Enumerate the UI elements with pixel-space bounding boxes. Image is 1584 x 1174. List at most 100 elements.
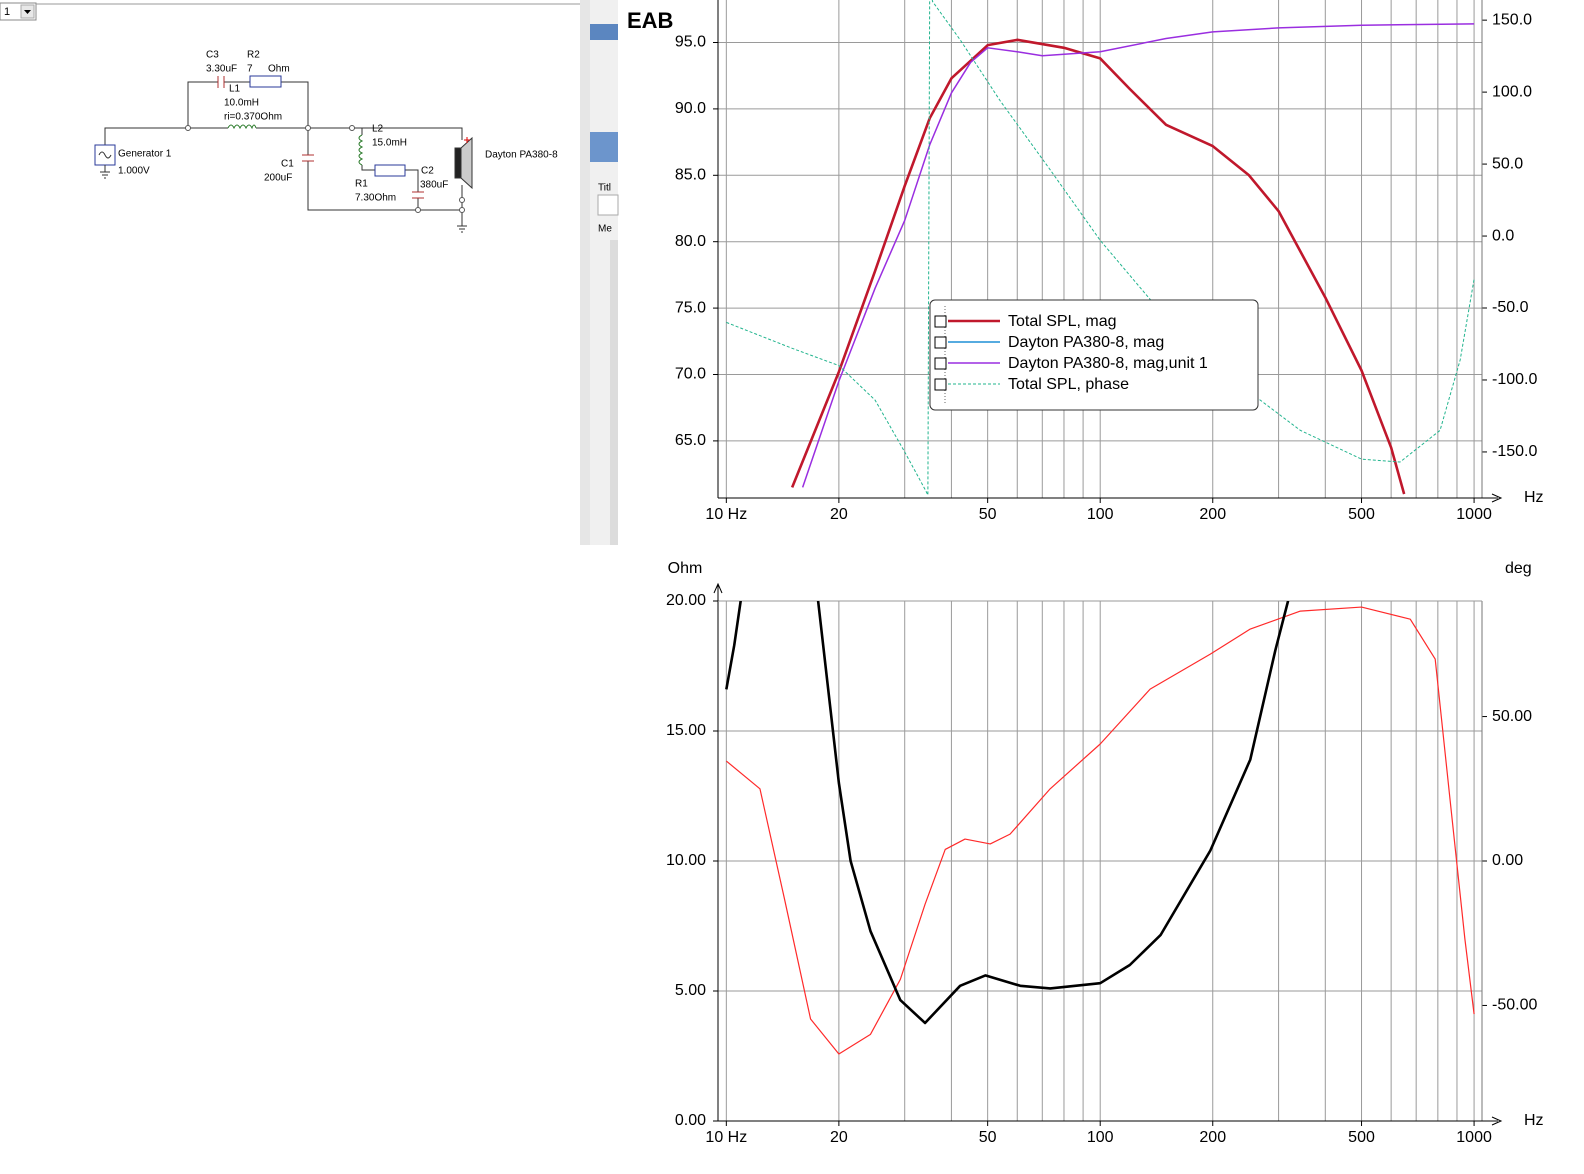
- label: 200uF: [264, 173, 292, 184]
- charts: 10 Hz 20 50 100 200 500 1000 65.0 70.0 75.0 80.0 85…: [627, 0, 1544, 1146]
- x-tick-label: 500: [1348, 1129, 1375, 1146]
- node: [459, 207, 465, 213]
- legend-label: Dayton PA380-8, mag: [1008, 334, 1164, 351]
- y2-tick-label: 150.0: [1492, 11, 1532, 28]
- label: R1: [355, 179, 368, 190]
- selector-text[interactable]: 1: [4, 6, 10, 18]
- legend-label: Total SPL, phase: [1008, 376, 1129, 393]
- legend-checkbox[interactable]: [934, 378, 947, 391]
- y-tick-label: 20.00: [666, 592, 706, 609]
- panel-label: Me: [598, 224, 612, 235]
- x-tick-label: 50: [979, 506, 997, 523]
- y-tick-label: 75.0: [675, 299, 706, 316]
- series-line: [801, 23, 1475, 488]
- resistor-r1: [374, 164, 406, 177]
- ground: [100, 165, 467, 233]
- x-tick-label: 50: [979, 1129, 997, 1146]
- legend-checkbox[interactable]: [934, 357, 947, 370]
- label: 15.0mH: [372, 138, 407, 149]
- label: C2: [421, 166, 434, 177]
- x-tick-label: 200: [1199, 1129, 1226, 1146]
- panel-strip: [610, 240, 618, 545]
- schematic: C3 3.30uF R2 7 Ohm L1 10.0mH ri=0.370Ohm…: [94, 50, 558, 233]
- node: [305, 125, 311, 131]
- x-axis-arrow: [1491, 493, 1503, 503]
- y2-tick-label: 100.0: [1492, 83, 1532, 100]
- legend-label: Total SPL, mag: [1008, 313, 1117, 330]
- y-tick-label: 90.0: [675, 100, 706, 117]
- x-tick-label: 100: [1087, 506, 1114, 523]
- x-tick-label: 200: [1199, 506, 1226, 523]
- series-line: [726, 0, 1475, 496]
- x-unit: Hz: [1524, 1112, 1544, 1129]
- legend-checkbox[interactable]: [934, 336, 947, 349]
- plot: [725, 601, 1475, 1055]
- y-tick-label: 15.00: [666, 722, 706, 739]
- y2-tick-label: -100.0: [1492, 371, 1537, 388]
- x-tick-label: 20: [830, 1129, 848, 1146]
- scrollbar[interactable]: [580, 0, 590, 545]
- y2-tick-label: 50.00: [1492, 708, 1532, 725]
- label: 3.30uF: [206, 64, 237, 75]
- x-tick-label: 10 Hz: [705, 1129, 747, 1146]
- y-tick-label: 80.0: [675, 233, 706, 250]
- selector-arrow[interactable]: [24, 10, 31, 14]
- selector[interactable]: 1: [0, 2, 37, 21]
- speaker-magnet: [454, 147, 462, 179]
- speaker-cone: [460, 136, 473, 190]
- wires: [104, 81, 463, 226]
- y-tick-label: 85.0: [675, 167, 706, 184]
- x-tick-label: 100: [1087, 1129, 1114, 1146]
- label: 10.0mH: [224, 98, 259, 109]
- node: [185, 125, 191, 131]
- capacitor-c2: [412, 191, 424, 199]
- y2-tick-label: -150.0: [1492, 443, 1537, 460]
- panel-field[interactable]: [597, 194, 619, 216]
- y-tick-label: 95.0: [675, 34, 706, 51]
- y-axis-arrow: [713, 582, 723, 594]
- x-tick-label: 1000: [1456, 506, 1492, 523]
- x-tick-label: 500: [1348, 506, 1375, 523]
- y-tick-label: 5.00: [675, 982, 706, 999]
- x-tick-label: 10 Hz: [705, 506, 747, 523]
- y2-tick-label: -50.00: [1492, 997, 1537, 1014]
- y-tick-label: 70.0: [675, 366, 706, 383]
- label: L2: [372, 124, 384, 135]
- series-line: [725, 606, 1475, 1055]
- series-line: [790, 38, 1406, 495]
- inductor-l2: [358, 134, 364, 166]
- x-tick-label: 20: [830, 506, 848, 523]
- y-tick-label: 10.00: [666, 852, 706, 869]
- capacitor-c3: [217, 76, 225, 88]
- panel-bar: [590, 24, 618, 40]
- label: R2: [247, 50, 260, 61]
- label: Generator 1: [118, 149, 172, 160]
- legend-label: Dayton PA380-8, mag,unit 1: [1008, 355, 1208, 372]
- label: ri=0.370Ohm: [224, 112, 282, 123]
- label: 380uF: [420, 180, 448, 191]
- series-line: [725, 601, 1290, 1025]
- legend-box: [929, 299, 1259, 411]
- y2-tick-label: 0.00: [1492, 852, 1523, 869]
- label: C1: [281, 159, 294, 170]
- node: [459, 197, 465, 203]
- inductor-l1: [227, 124, 257, 130]
- generator-wave: [98, 151, 112, 159]
- label: Ohm: [268, 64, 290, 75]
- resistor-r2: [249, 75, 282, 88]
- y2-tick-label: 0.0: [1492, 227, 1514, 244]
- x-tick-label: 1000: [1456, 1129, 1492, 1146]
- panel-label: Titl: [598, 183, 611, 194]
- x-unit: Hz: [1524, 489, 1544, 506]
- label: 7: [247, 64, 253, 75]
- label: 1.000V: [118, 166, 150, 177]
- panel-bar: [590, 132, 618, 162]
- label: Dayton PA380-8: [485, 150, 558, 161]
- node: [415, 207, 421, 213]
- y2-unit: deg: [1505, 560, 1532, 577]
- legend-checkbox[interactable]: [934, 315, 947, 328]
- speaker-plus: [464, 137, 470, 143]
- y-unit: Ohm: [668, 560, 703, 577]
